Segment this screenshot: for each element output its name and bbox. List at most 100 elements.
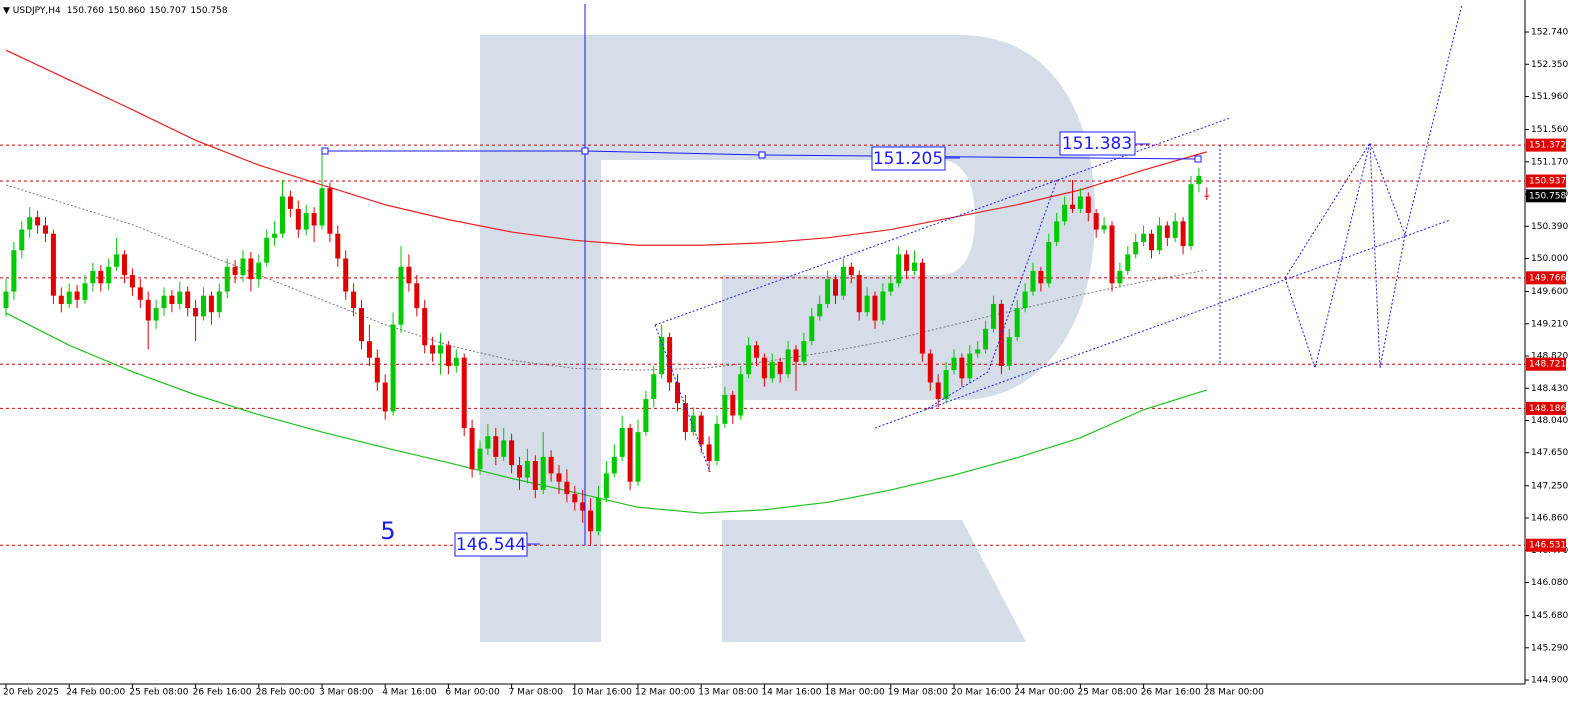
candle-body: [1133, 241, 1139, 255]
candle-body: [1172, 221, 1178, 238]
candle-body: [682, 403, 688, 433]
y-tick-label: 145.680: [1531, 611, 1568, 621]
candle-body: [611, 456, 617, 474]
watermark: [480, 35, 1095, 642]
candle-body: [430, 345, 436, 354]
x-tick-label: 18 Mar 00:00: [825, 688, 885, 698]
x-tick-label: 20 Mar 16:00: [951, 688, 1011, 698]
indicator-line: [5, 184, 1207, 371]
candle-body: [287, 196, 293, 209]
candle-body: [572, 494, 578, 503]
candle-body: [556, 473, 562, 482]
candle-body: [888, 283, 894, 292]
candle-body: [1196, 175, 1202, 185]
candle-body: [825, 279, 831, 304]
candle-body: [643, 399, 649, 433]
candle-body: [1125, 254, 1131, 271]
candle-body: [730, 394, 736, 416]
level-tag: [1526, 538, 1566, 552]
candle-body: [1093, 213, 1099, 230]
x-tick-label: 26 Mar 16:00: [1141, 688, 1201, 698]
candle-body: [35, 217, 41, 226]
candle-body: [627, 427, 633, 482]
candle-body: [3, 291, 9, 309]
candle-body: [335, 233, 341, 259]
candle-body: [967, 353, 973, 379]
y-tick-label: 148.430: [1531, 384, 1568, 394]
y-tick-label: 148.820: [1531, 352, 1568, 362]
x-tick-label: 20 Feb 2025: [3, 688, 59, 698]
candle-body: [1101, 225, 1107, 230]
candle-body: [706, 444, 712, 461]
candle-body: [801, 341, 807, 362]
candle-body: [327, 188, 333, 234]
indicator-line: [5, 49, 1207, 246]
candle-body: [272, 233, 278, 238]
drawings: 151.383 151.205 146.544 5: [321, 3, 1463, 557]
candle-body: [501, 440, 507, 457]
candle-body: [1188, 184, 1194, 247]
candle-body: [959, 357, 965, 379]
candle-body: [1109, 225, 1115, 284]
y-tick-label: 146.860: [1531, 514, 1568, 524]
level-label: 151.372: [1529, 141, 1566, 151]
candle-body: [1054, 221, 1060, 242]
level-tag: [1526, 271, 1566, 285]
candle-body: [690, 415, 696, 433]
candle-body: [714, 423, 720, 461]
candle-body: [667, 337, 673, 383]
candle-body: [596, 498, 601, 532]
candle-body: [1038, 270, 1044, 284]
y-tick-label: 150.390: [1531, 222, 1568, 232]
y-tick-label: 144.900: [1531, 676, 1568, 686]
y-tick-label: 152.350: [1531, 60, 1568, 70]
x-tick-label: 14 Mar 16:00: [761, 688, 821, 698]
candle-body: [216, 291, 222, 313]
candle-body: [106, 266, 112, 284]
candle-body: [517, 465, 522, 478]
candle-body: [445, 345, 451, 366]
level-tag: [1526, 357, 1566, 371]
candle-body: [1022, 291, 1028, 309]
candle-body: [311, 213, 317, 226]
candle-body: [833, 279, 838, 296]
candle-body: [509, 440, 515, 466]
last-price-tag: [1526, 189, 1566, 203]
candle-body: [453, 357, 459, 366]
candle-body: [856, 275, 862, 313]
x-tick-label: 12 Mar 00:00: [635, 688, 695, 698]
candle-body: [651, 374, 657, 400]
y-tick-label: 148.040: [1531, 416, 1568, 426]
candle-body: [27, 217, 33, 230]
y-tick-label: 151.560: [1531, 125, 1568, 135]
y-tick-label: 149.210: [1531, 319, 1568, 329]
candle-body: [90, 270, 96, 284]
candle-body: [208, 295, 214, 313]
candle-body: [193, 308, 199, 317]
candle-body: [256, 262, 262, 280]
candle-body: [201, 295, 206, 317]
candle-body: [1030, 270, 1036, 292]
annotation: 151.205: [873, 149, 943, 169]
candle-body: [991, 303, 996, 329]
x-tick-label: 19 Mar 08:00: [888, 688, 948, 698]
candle-body: [43, 225, 48, 234]
candle-body: [746, 345, 752, 375]
y-tick-label: 152.740: [1531, 28, 1568, 38]
last-price-label: 150.758: [1529, 191, 1566, 201]
candle-body: [1117, 270, 1123, 284]
candle-body: [137, 287, 143, 300]
candle-body: [303, 213, 309, 230]
candle-body: [177, 291, 183, 304]
candle-body: [896, 254, 902, 284]
candle-body: [145, 299, 151, 321]
x-tick-label: 28 Mar 00:00: [1204, 688, 1264, 698]
candle-body: [129, 275, 135, 288]
ohlc-open: 150.760: [67, 6, 104, 16]
candle-body: [1180, 221, 1186, 247]
candle-body: [943, 370, 949, 400]
candle-body: [1070, 204, 1075, 209]
level-tag: [1526, 138, 1566, 152]
candle-body: [185, 291, 191, 309]
